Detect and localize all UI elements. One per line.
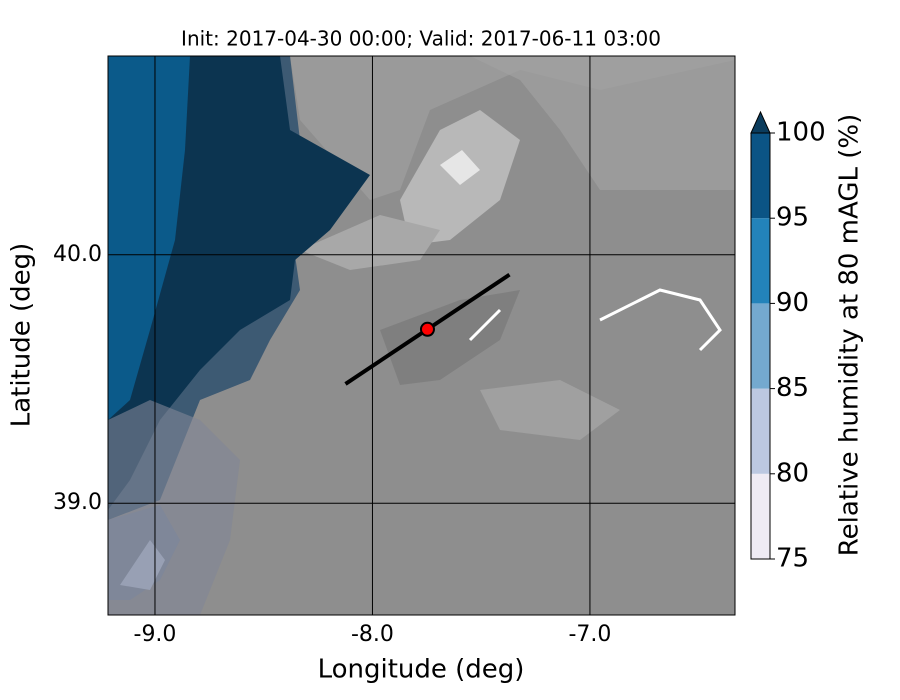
colorbar-extend xyxy=(750,110,771,134)
colorbar-tick-label: 85 xyxy=(776,373,809,403)
colorbar-frame xyxy=(750,132,771,560)
colorbar-segment xyxy=(751,303,770,389)
colorbar-tick-label: 90 xyxy=(776,288,809,318)
colorbar-tick-label: 100 xyxy=(776,118,826,148)
colorbar-segment xyxy=(751,133,770,219)
x-axis-label: Longitude (deg) xyxy=(318,655,525,685)
x-tick-label: -8.0 xyxy=(351,622,394,647)
x-tick-label: -7.0 xyxy=(568,622,611,647)
colorbar-label: Relative humidity at 80 mAGL (%) xyxy=(835,114,865,556)
colorbar-segment xyxy=(751,473,770,559)
title: Init: 2017-04-30 00:00; Valid: 2017-06-1… xyxy=(181,27,661,51)
terrain xyxy=(108,56,735,615)
colorbar-segment xyxy=(751,388,770,474)
colorbar-tick-label: 95 xyxy=(776,203,809,233)
colorbar-tick-label: 75 xyxy=(776,544,809,574)
y-axis-label: Latitude (deg) xyxy=(7,243,37,428)
point-marker xyxy=(419,321,435,337)
plot-frame xyxy=(107,55,736,616)
y-tick-label: 40.0 xyxy=(53,242,102,267)
y-tick-label: 39.0 xyxy=(53,490,102,515)
x-tick-label: -9.0 xyxy=(134,622,177,647)
colorbar-tick-label: 80 xyxy=(776,458,809,488)
colorbar-segment xyxy=(751,218,770,304)
